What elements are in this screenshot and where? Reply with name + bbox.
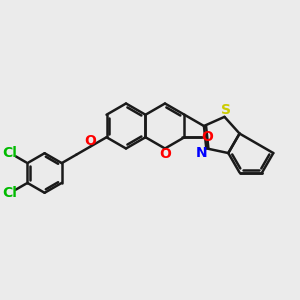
Text: Cl: Cl [3,146,17,160]
Text: O: O [84,134,96,148]
Text: S: S [221,103,231,117]
Text: N: N [196,146,207,160]
Text: O: O [159,147,171,161]
Text: O: O [201,130,213,144]
Text: Cl: Cl [3,186,17,200]
